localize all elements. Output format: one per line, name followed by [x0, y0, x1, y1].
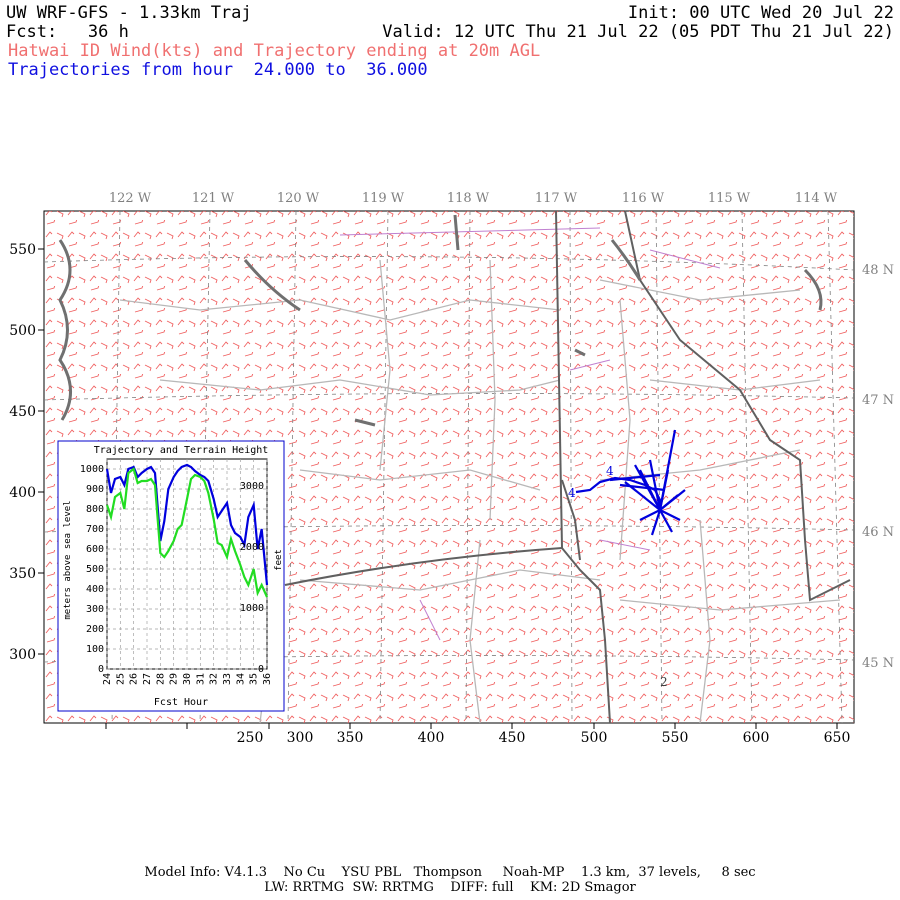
- model-info: Model Info: V4.1.3 No Cu YSU PBL Thompso…: [144, 865, 756, 880]
- inset-x-tick: 29: [169, 673, 180, 685]
- inset-series: [105, 463, 269, 598]
- valid-time: Valid: 12 UTC Thu 21 Jul 22 (05 PDT Thu …: [382, 22, 894, 42]
- inset-x-tick: 30: [182, 673, 193, 685]
- inset-series-line-1: [105, 467, 269, 598]
- trajectory-label: 4: [606, 464, 614, 478]
- lon-label: 115 W: [708, 191, 751, 206]
- inset-right-tick: 0: [258, 664, 264, 675]
- lon-label: 122 W: [109, 191, 152, 206]
- inset-x-tick: 27: [142, 673, 153, 685]
- init-time: Init: 00 UTC Wed 20 Jul 22: [627, 3, 894, 23]
- state-borders: [284, 210, 851, 724]
- inset-left-tick: 1000: [80, 464, 104, 475]
- x-tick: 500: [581, 730, 608, 746]
- inset-x-tick: 24: [102, 673, 113, 685]
- inset-left-tick: 200: [86, 624, 104, 635]
- inset-right-tick: 1000: [240, 603, 264, 614]
- x-tick: 250: [237, 730, 264, 746]
- inset-left-tick: 700: [86, 524, 104, 535]
- y-tick: 400: [9, 485, 36, 501]
- lat-label: 46 N: [862, 525, 894, 540]
- lon-label: 121 W: [192, 191, 235, 206]
- plot-subtitle: Hatwai ID Wind(kts) and Trajectory endin…: [8, 41, 541, 61]
- inset-x-tick: 32: [209, 673, 220, 685]
- inset-xlabel: Fcst Hour: [154, 697, 208, 708]
- trajectory-range: Trajectories from hour 24.000 to 36.000: [8, 60, 428, 80]
- lat-labels: 48 N 47 N 46 N 45 N: [862, 263, 894, 671]
- lat-label: 47 N: [862, 393, 894, 408]
- inset-x-tick: 31: [195, 673, 206, 685]
- title-left: UW WRF-GFS - 1.33km Traj: [6, 3, 252, 23]
- y-tick: 450: [9, 404, 36, 420]
- inset-right-tick: 3000: [240, 481, 264, 492]
- inset-title: Trajectory and Terrain Height: [94, 445, 269, 456]
- inset-x-tick: 25: [115, 673, 126, 685]
- x-tick-labels: 250 300 350 400 450 500 550 600 650 700: [237, 730, 851, 746]
- lon-label: 116 W: [622, 191, 665, 206]
- inset-x-tick: 35: [249, 673, 260, 685]
- inset-left-tick: 900: [86, 484, 104, 495]
- lon-label: 114 W: [795, 191, 838, 206]
- axis-ticks: [38, 248, 838, 729]
- inset-right-ticks: 3000 2000 1000 0: [240, 481, 264, 675]
- trajectory-path: [575, 429, 686, 536]
- inset-left-tick: 800: [86, 504, 104, 515]
- x-tick: 600: [743, 730, 770, 746]
- y-tick: 500: [9, 323, 36, 339]
- inset-left-tick: 300: [86, 604, 104, 615]
- inset-chart: Trajectory and Terrain Height 1000900800…: [57, 440, 285, 712]
- x-tick: 650: [824, 730, 851, 746]
- inset-left-tick: 600: [86, 544, 104, 555]
- inset-ylabel-right: feet: [274, 549, 284, 571]
- forecast-hour: Fcst: 36 h: [6, 22, 129, 42]
- inset-x-tick: 26: [129, 673, 140, 685]
- inset-left-tick: 500: [86, 564, 104, 575]
- water-bodies: [58, 214, 823, 427]
- inset-x-ticks: 24 25 26 27 28 29 30 31 32 33 34 35 36: [102, 673, 273, 685]
- inset-series-line-0: [105, 463, 269, 586]
- inset-grid: [106, 459, 268, 670]
- lon-labels: 122 W 121 W 120 W 119 W 118 W 117 W 116 …: [109, 191, 838, 206]
- inset-right-tick: 2000: [240, 542, 264, 553]
- county-borders: [119, 259, 841, 724]
- lat-label: 45 N: [862, 656, 894, 671]
- inset-x-tick: 28: [155, 673, 166, 685]
- lat-label: 48 N: [862, 263, 894, 278]
- inset-x-tick: 36: [262, 673, 273, 685]
- lon-label: 119 W: [362, 191, 405, 206]
- map-marker-label: 2: [660, 675, 668, 689]
- inset-ylabel-left: meters above sea level: [63, 500, 73, 619]
- x-tick: 350: [337, 730, 364, 746]
- lon-label: 117 W: [535, 191, 578, 206]
- model-physics: LW: RRTMG SW: RRTMG DIFF: full KM: 2D Sm…: [264, 880, 636, 895]
- inset-x-tick: 34: [235, 673, 246, 685]
- inset-left-tick: 400: [86, 584, 104, 595]
- y-tick: 300: [9, 647, 36, 663]
- inset-left-tick: 0: [98, 664, 104, 675]
- trajectory-label: 4: [568, 486, 576, 500]
- x-tick: 450: [499, 730, 526, 746]
- x-tick: 400: [418, 730, 445, 746]
- inset-left-tick: 100: [86, 644, 104, 655]
- y-tick: 550: [9, 242, 36, 258]
- y-tick: 350: [9, 566, 36, 582]
- x-tick: 550: [662, 730, 689, 746]
- lon-label: 120 W: [277, 191, 320, 206]
- x-tick: 300: [287, 730, 314, 746]
- lon-label: 118 W: [447, 191, 490, 206]
- y-tick-labels: 550 500 450 400 350 300: [9, 242, 36, 663]
- inset-x-tick: 33: [222, 673, 233, 685]
